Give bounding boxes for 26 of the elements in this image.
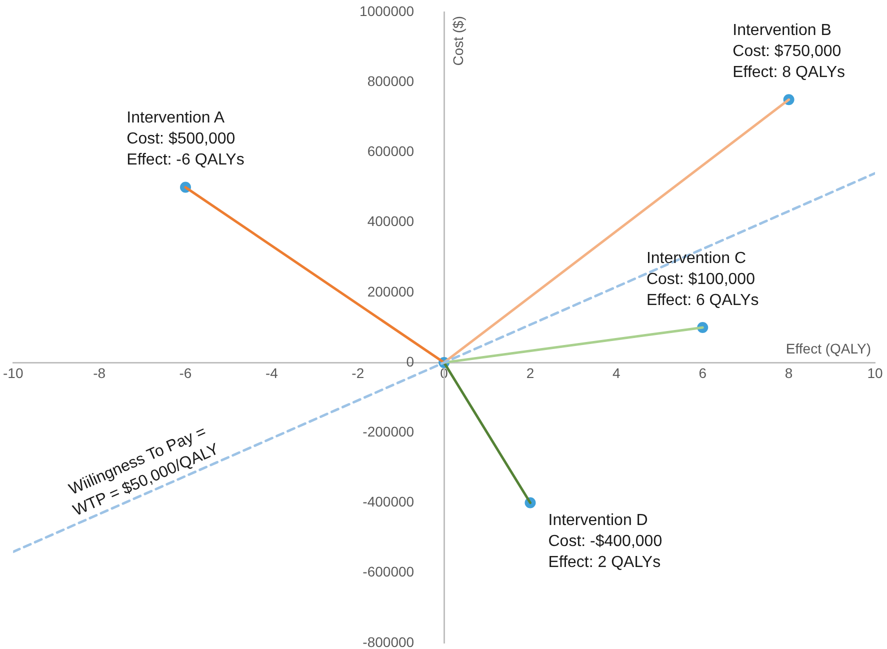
y-tick-label: 0 (406, 353, 414, 370)
x-tick-label: 10 (867, 364, 883, 381)
y-tick-label: 400000 (367, 213, 414, 230)
x-tick-label: 8 (784, 364, 793, 381)
annotation: Intervention D Cost: -$400,000 Effect: 2 QALYs (548, 512, 662, 572)
y-tick-label: -400000 (362, 494, 414, 510)
y-axis-title: Cost ($) (450, 16, 466, 66)
y-tick-label: -800000 (362, 634, 414, 649)
x-tick-label: -10 (3, 364, 24, 381)
x-tick-label: -2 (352, 364, 364, 381)
x-tick-label: 4 (612, 364, 621, 381)
annotation: Intervention B Cost: $750,000 Effect: 8 QALYs (732, 22, 845, 82)
x-axis-title: Effect (QALY) (786, 340, 871, 356)
x-tick-label: -6 (179, 364, 192, 381)
y-tick-label: 1000000 (360, 2, 414, 19)
y-tick-label: -200000 (362, 424, 414, 440)
y-tick-label: 200000 (367, 283, 414, 300)
x-tick-label: 2 (526, 364, 534, 381)
y-tick-label: 800000 (367, 72, 414, 89)
x-tick-label: -8 (93, 364, 106, 381)
y-tick-label: -600000 (362, 564, 414, 580)
x-tick-label: 6 (698, 364, 707, 381)
x-tick-label: -4 (265, 364, 278, 381)
y-tick-label: 600000 (367, 143, 414, 160)
annotation: Intervention A Cost: $500,000 Effect: -6 QALYs (126, 110, 244, 169)
annotation: Intervention C Cost: $100,000 Effect: 6 QALYs (646, 250, 759, 309)
